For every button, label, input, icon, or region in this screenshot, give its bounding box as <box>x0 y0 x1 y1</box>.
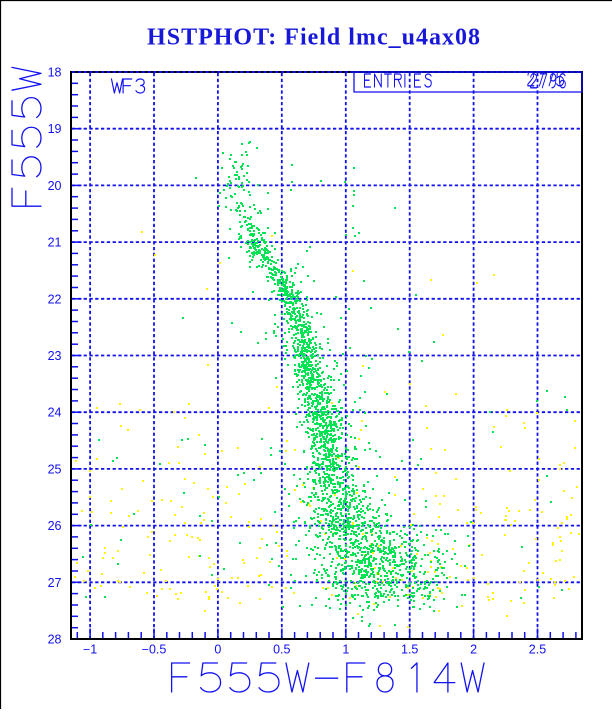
svg-text:21: 21 <box>48 236 62 250</box>
svg-text:1.5: 1.5 <box>401 643 418 657</box>
svg-text:23: 23 <box>48 349 62 363</box>
svg-text:24: 24 <box>48 406 62 420</box>
svg-text:−1: −1 <box>83 643 97 657</box>
svg-text:2.5: 2.5 <box>529 643 546 657</box>
svg-text:25: 25 <box>48 462 62 476</box>
svg-text:26: 26 <box>48 519 62 533</box>
svg-text:18: 18 <box>48 66 62 80</box>
svg-text:20: 20 <box>48 179 62 193</box>
svg-text:2: 2 <box>470 643 477 657</box>
svg-text:0: 0 <box>214 643 221 657</box>
svg-text:HSTPHOT: Field lmc_u4ax08: HSTPHOT: Field lmc_u4ax08 <box>147 25 481 51</box>
svg-text:22: 22 <box>48 292 62 306</box>
svg-text:1: 1 <box>342 643 349 657</box>
svg-text:−0.5: −0.5 <box>142 643 167 657</box>
svg-text:0.5: 0.5 <box>273 643 290 657</box>
svg-text:27: 27 <box>48 576 62 590</box>
svg-text:19: 19 <box>48 122 62 136</box>
svg-text:28: 28 <box>48 633 62 647</box>
